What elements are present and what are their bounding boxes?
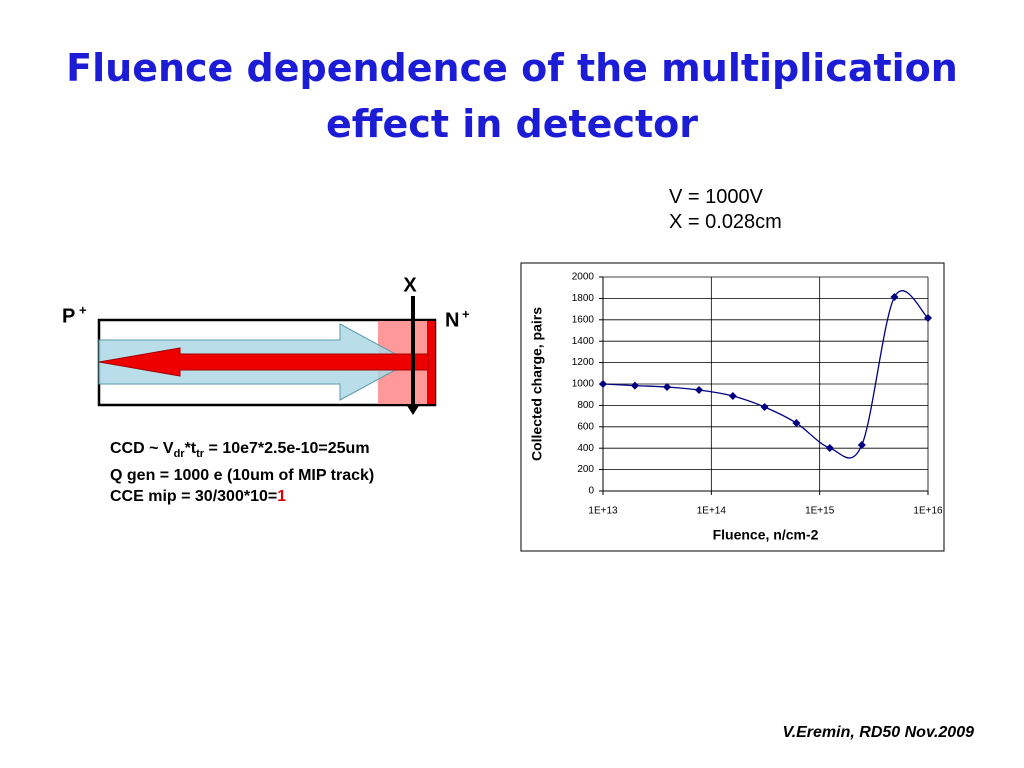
data-point [695,385,704,394]
diagram: X P + N + [62,274,470,415]
data-point [825,443,834,452]
y-tick-label: 0 [588,486,594,497]
data-point [857,440,866,449]
data-point [792,419,801,428]
condition: V = 1000V [669,186,763,208]
condition: X = 0.028cm [669,211,782,233]
y-axis-label: Collected charge, pairs [529,307,545,461]
x-tick-label: 1E+13 [588,506,618,517]
note-text: *t [184,440,197,457]
hole-arrow [98,347,429,377]
p-label: P [62,305,75,327]
note-line: CCD ~ Vdr*ttr = 10e7*2.5e-10=25um [110,438,374,465]
x-label: X [403,274,417,296]
note-sub: tr [196,448,205,461]
conditions: V = 1000V X = 0.028cm [669,185,782,235]
data-point [663,382,672,391]
note-sub: dr [173,448,185,461]
data-point [890,293,899,302]
y-tick-label: 1600 [572,314,595,325]
p-sup: + [79,302,87,317]
data-point [599,380,607,388]
data-point [924,313,932,322]
data-point [760,403,769,412]
x-tick-label: 1E+15 [805,506,835,517]
note-line: CCE mip = 30/300*10=1 [110,486,374,507]
y-tick-label: 400 [577,443,594,454]
slide-title: Fluence dependence of the multiplication… [66,46,958,146]
footer: V.Eremin, RD50 Nov.2009 [782,724,974,741]
y-tick-label: 200 [577,464,594,475]
y-tick-label: 1800 [572,293,595,304]
track-arrowhead [406,404,420,415]
y-tick-label: 1200 [572,357,595,368]
x-tick-label: 1E+16 [913,506,943,517]
y-tick-label: 800 [577,400,594,411]
note-text: = 10e7*2.5e-10=25um [204,440,370,457]
note-highlight: 1 [277,488,287,506]
x-axis-label: Fluence, n/cm-2 [713,527,819,543]
note-text: CCD ~ V [110,440,174,457]
y-tick-label: 1400 [572,336,595,347]
data-point [630,381,639,390]
notes: CCD ~ Vdr*ttr = 10e7*2.5e-10=25um Q gen … [110,438,374,507]
chart-frame [520,262,945,552]
chart: 0 200 400 600 800 1000 1200 1400 1600 1800 2000 1E+… [529,272,943,543]
y-tick-label: 2000 [572,272,595,283]
n-label: N [445,309,459,331]
data-line [602,290,929,459]
data-point [728,391,737,400]
y-tick-label: 600 [577,421,594,432]
note-line: Q gen = 1000 e (10um of MIP track) [110,467,375,485]
y-tick-label: 1000 [572,379,595,390]
x-tick-label: 1E+14 [697,506,727,517]
n-contact [427,321,435,404]
n-sup: + [462,306,470,321]
note-text: CCE mip = 30/300*10= [110,488,278,506]
